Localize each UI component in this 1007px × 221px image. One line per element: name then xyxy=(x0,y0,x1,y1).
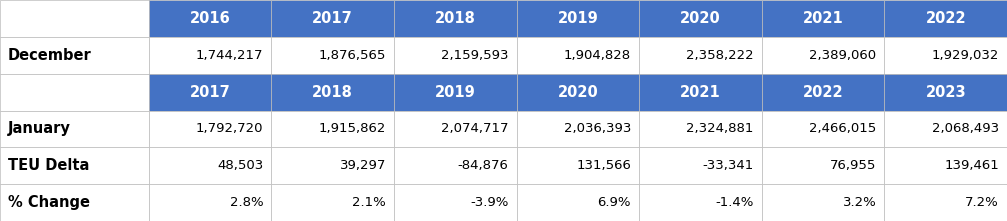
Text: % Change: % Change xyxy=(8,195,90,210)
Bar xyxy=(884,184,1007,221)
Bar xyxy=(271,184,394,221)
Bar xyxy=(149,147,271,184)
Text: 1,904,828: 1,904,828 xyxy=(564,49,631,62)
Bar xyxy=(271,147,394,184)
Text: 2018: 2018 xyxy=(312,85,353,100)
Bar xyxy=(639,110,761,147)
Text: 2,074,717: 2,074,717 xyxy=(441,122,509,135)
Text: 2020: 2020 xyxy=(680,11,721,26)
Bar xyxy=(639,37,761,74)
Text: December: December xyxy=(8,48,92,63)
Bar xyxy=(0,37,149,74)
Text: 2019: 2019 xyxy=(435,85,475,100)
Text: 2021: 2021 xyxy=(680,85,721,100)
Text: -1.4%: -1.4% xyxy=(715,196,753,209)
Bar xyxy=(884,74,1007,110)
Text: 2,068,493: 2,068,493 xyxy=(931,122,999,135)
Bar xyxy=(761,74,884,110)
Text: -33,341: -33,341 xyxy=(703,159,753,172)
Bar xyxy=(271,74,394,110)
Text: 131,566: 131,566 xyxy=(576,159,631,172)
Text: 39,297: 39,297 xyxy=(339,159,386,172)
Text: 2.1%: 2.1% xyxy=(352,196,386,209)
Text: 2,358,222: 2,358,222 xyxy=(686,49,753,62)
Bar xyxy=(884,37,1007,74)
Text: 2,324,881: 2,324,881 xyxy=(687,122,753,135)
Text: 2022: 2022 xyxy=(803,85,844,100)
Bar xyxy=(394,147,517,184)
Text: 2020: 2020 xyxy=(558,85,598,100)
Bar xyxy=(884,110,1007,147)
Bar xyxy=(761,184,884,221)
Text: 1,929,032: 1,929,032 xyxy=(931,49,999,62)
Bar xyxy=(517,147,639,184)
Bar xyxy=(149,110,271,147)
Bar xyxy=(149,184,271,221)
Bar xyxy=(0,184,149,221)
Bar xyxy=(761,37,884,74)
Bar xyxy=(271,37,394,74)
Bar xyxy=(639,184,761,221)
Bar xyxy=(394,0,517,37)
Bar xyxy=(639,0,761,37)
Bar xyxy=(884,147,1007,184)
Bar xyxy=(639,147,761,184)
Text: 2017: 2017 xyxy=(189,85,231,100)
Bar xyxy=(0,74,149,110)
Text: 1,744,217: 1,744,217 xyxy=(195,49,263,62)
Bar xyxy=(761,0,884,37)
Text: 2,389,060: 2,389,060 xyxy=(810,49,876,62)
Text: 2023: 2023 xyxy=(925,85,966,100)
Text: 48,503: 48,503 xyxy=(218,159,263,172)
Bar xyxy=(761,147,884,184)
Text: 2.8%: 2.8% xyxy=(230,196,263,209)
Bar xyxy=(517,37,639,74)
Text: TEU Delta: TEU Delta xyxy=(8,158,90,173)
Text: 2,466,015: 2,466,015 xyxy=(809,122,876,135)
Bar xyxy=(394,184,517,221)
Text: 6.9%: 6.9% xyxy=(597,196,631,209)
Text: 3.2%: 3.2% xyxy=(843,196,876,209)
Bar xyxy=(394,37,517,74)
Bar xyxy=(761,110,884,147)
Bar xyxy=(884,0,1007,37)
Text: 2016: 2016 xyxy=(189,11,231,26)
Bar xyxy=(0,110,149,147)
Bar xyxy=(394,74,517,110)
Bar xyxy=(517,0,639,37)
Text: January: January xyxy=(8,121,70,136)
Text: 2017: 2017 xyxy=(312,11,353,26)
Text: 2021: 2021 xyxy=(803,11,844,26)
Bar xyxy=(0,147,149,184)
Text: -84,876: -84,876 xyxy=(457,159,509,172)
Text: 7.2%: 7.2% xyxy=(965,196,999,209)
Text: 2018: 2018 xyxy=(435,11,475,26)
Bar xyxy=(517,74,639,110)
Bar xyxy=(271,0,394,37)
Bar xyxy=(0,0,149,37)
Bar xyxy=(639,74,761,110)
Text: -3.9%: -3.9% xyxy=(470,196,509,209)
Bar xyxy=(517,110,639,147)
Text: 2,159,593: 2,159,593 xyxy=(441,49,509,62)
Text: 76,955: 76,955 xyxy=(830,159,876,172)
Text: 1,915,862: 1,915,862 xyxy=(318,122,386,135)
Text: 2022: 2022 xyxy=(925,11,966,26)
Bar xyxy=(149,37,271,74)
Text: 2019: 2019 xyxy=(558,11,598,26)
Bar xyxy=(271,110,394,147)
Bar xyxy=(149,0,271,37)
Text: 1,876,565: 1,876,565 xyxy=(318,49,386,62)
Text: 1,792,720: 1,792,720 xyxy=(195,122,263,135)
Bar xyxy=(149,74,271,110)
Text: 139,461: 139,461 xyxy=(945,159,999,172)
Bar xyxy=(394,110,517,147)
Text: 2,036,393: 2,036,393 xyxy=(564,122,631,135)
Bar xyxy=(517,184,639,221)
